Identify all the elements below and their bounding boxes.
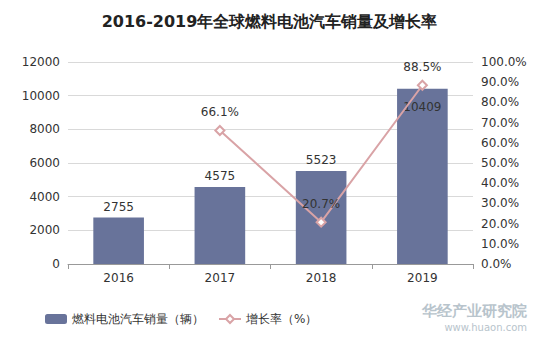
svg-text:80.0%: 80.0%	[481, 95, 519, 109]
svg-text:www.huaon.com: www.huaon.com	[444, 322, 527, 333]
svg-text:8000: 8000	[29, 122, 60, 136]
svg-text:50.0%: 50.0%	[481, 156, 519, 170]
svg-text:10.0%: 10.0%	[481, 237, 519, 251]
svg-text:4575: 4575	[205, 169, 236, 183]
svg-text:20.0%: 20.0%	[481, 217, 519, 231]
svg-text:2755: 2755	[103, 200, 134, 214]
svg-text:0.0%: 0.0%	[481, 257, 512, 271]
svg-text:70.0%: 70.0%	[481, 116, 519, 130]
svg-text:10000: 10000	[22, 89, 60, 103]
svg-text:30.0%: 30.0%	[481, 196, 519, 210]
svg-text:2016: 2016	[103, 271, 134, 285]
svg-text:40.0%: 40.0%	[481, 176, 519, 190]
svg-text:88.5%: 88.5%	[403, 60, 441, 74]
svg-text:增长率（%）: 增长率（%）	[245, 312, 317, 326]
svg-text:12000: 12000	[22, 55, 60, 69]
svg-text:5523: 5523	[306, 153, 337, 167]
svg-text:20.7%: 20.7%	[302, 197, 340, 211]
svg-text:燃料电池汽车销量（辆）: 燃料电池汽车销量（辆）	[72, 312, 204, 326]
svg-text:2016-2019年全球燃料电池汽车销量及增长率: 2016-2019年全球燃料电池汽车销量及增长率	[102, 12, 438, 31]
svg-text:4000: 4000	[29, 190, 60, 204]
svg-text:华经产业研究院: 华经产业研究院	[421, 302, 527, 320]
svg-text:10409: 10409	[403, 99, 442, 114]
svg-text:100.0%: 100.0%	[481, 55, 527, 69]
svg-text:2019: 2019	[407, 271, 438, 285]
svg-text:2000: 2000	[29, 223, 60, 237]
svg-text:2018: 2018	[306, 271, 337, 285]
svg-text:60.0%: 60.0%	[481, 136, 519, 150]
svg-text:66.1%: 66.1%	[201, 105, 239, 119]
svg-text:6000: 6000	[29, 156, 60, 170]
svg-text:90.0%: 90.0%	[481, 75, 519, 89]
svg-text:2017: 2017	[205, 271, 236, 285]
svg-text:0: 0	[52, 257, 60, 271]
